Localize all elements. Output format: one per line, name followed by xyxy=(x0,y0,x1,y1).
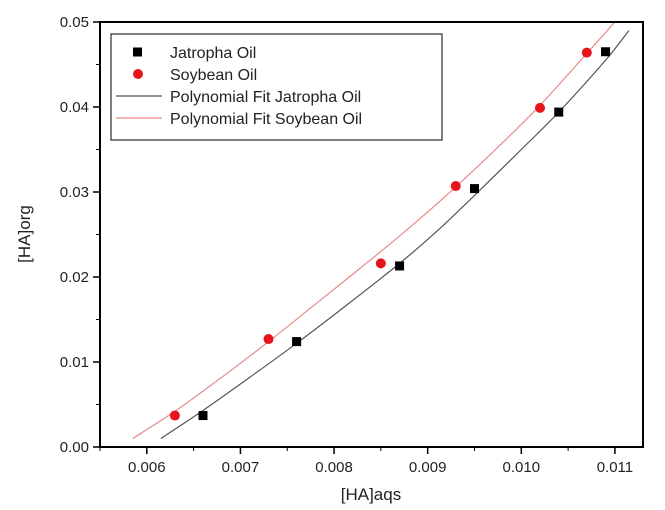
point-circle xyxy=(535,102,546,113)
legend-label: Polynomial Fit Soybean Oil xyxy=(170,111,362,128)
y-tick-label: 0.04 xyxy=(60,99,89,116)
point-square xyxy=(395,261,405,271)
y-tick-label: 0.02 xyxy=(60,269,89,286)
x-tick-label: 0.011 xyxy=(597,459,633,476)
point-circle xyxy=(581,47,592,58)
x-tick-label: 0.006 xyxy=(128,459,166,476)
legend-label: Jatropha Oil xyxy=(170,45,256,62)
fit-line-3 xyxy=(132,21,616,440)
point-circle xyxy=(450,181,461,192)
legend-square-swatch xyxy=(133,47,142,57)
point-square xyxy=(601,47,611,57)
x-tick-label: 0.007 xyxy=(222,459,260,476)
point-square xyxy=(198,411,208,421)
point-circle xyxy=(375,258,386,269)
axis-ticks: 0.006 0.007 0.008 0.009 0.010 0.011 0.00 0.01 0.… xyxy=(60,14,633,476)
legend: Jatropha Oil Soybean Oil Polynomial Fit Ja… xyxy=(110,33,443,141)
x-axis-label: [HA]aqs xyxy=(341,485,401,504)
y-axis-label: [HA]org xyxy=(15,205,34,263)
legend-circle-swatch xyxy=(133,69,143,79)
fit-lines xyxy=(132,21,630,440)
x-tick-label: 0.010 xyxy=(503,459,541,476)
legend-box xyxy=(110,33,443,141)
x-tick-label: 0.009 xyxy=(409,459,447,476)
y-tick-label: 0.01 xyxy=(60,354,89,371)
point-square xyxy=(469,184,479,194)
point-square xyxy=(292,337,302,347)
point-circle xyxy=(169,410,180,421)
point-square xyxy=(554,107,564,117)
legend-label: Soybean Oil xyxy=(170,67,257,84)
y-tick-label: 0.00 xyxy=(60,439,89,456)
point-circle xyxy=(263,334,274,345)
data-points xyxy=(169,47,611,421)
y-tick-label: 0.05 xyxy=(60,14,89,31)
x-tick-label: 0.008 xyxy=(315,459,353,476)
legend-label: Polynomial Fit Jatropha Oil xyxy=(170,89,361,106)
y-tick-label: 0.03 xyxy=(60,184,89,201)
fit-line-2 xyxy=(160,30,630,439)
